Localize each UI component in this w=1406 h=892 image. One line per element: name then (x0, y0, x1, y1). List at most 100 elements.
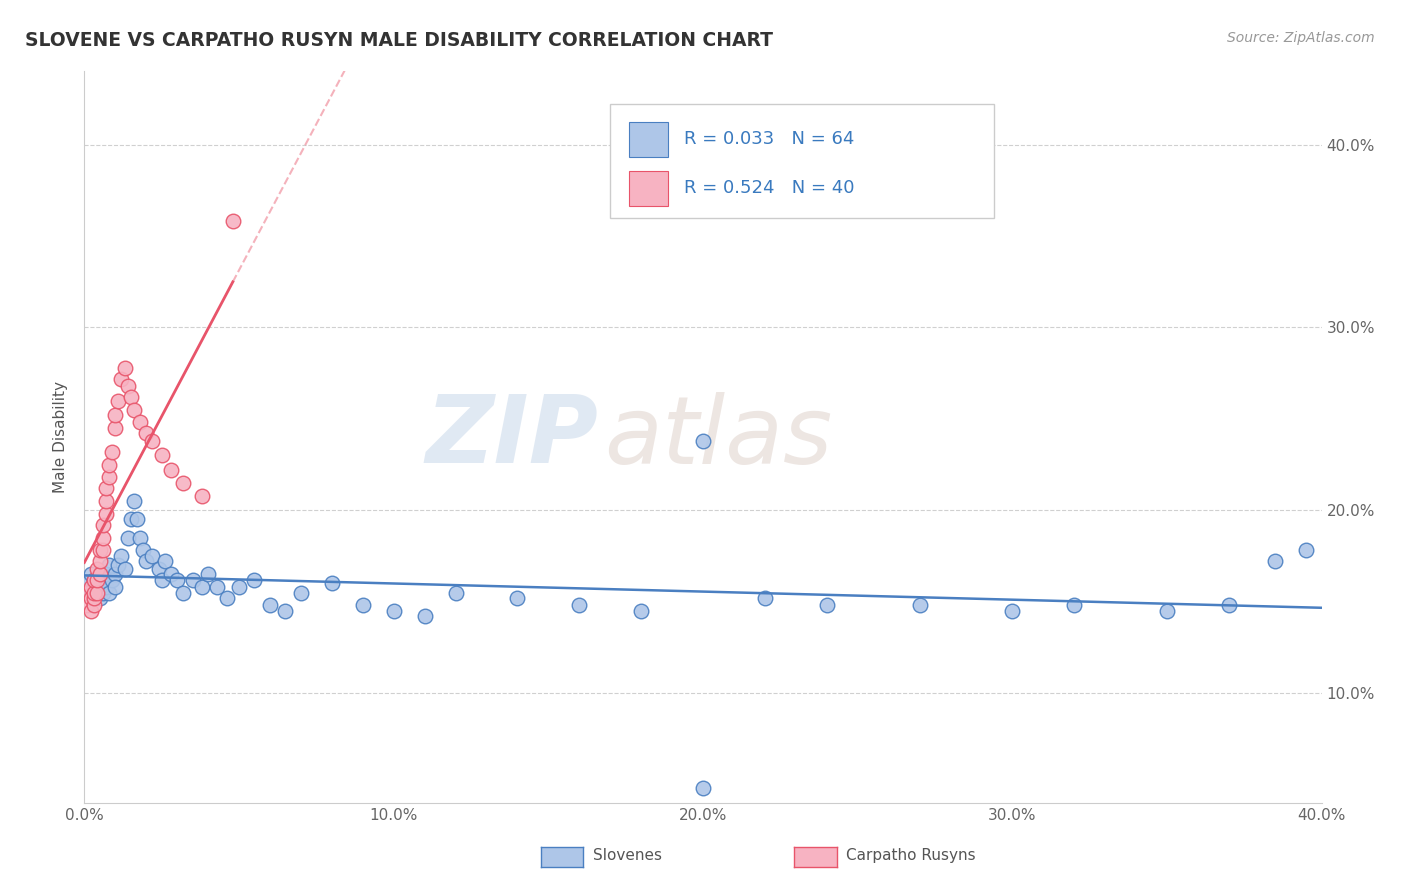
Point (79, 591, 101, 605)
Point (76, 585, 98, 599)
Point (125, 512, 148, 526)
Point (160, 463, 183, 477)
Point (120, 512, 142, 526)
Point (692, 434, 714, 448)
Point (94, 580, 117, 594)
Point (692, 781, 714, 796)
Point (141, 434, 163, 448)
Point (122, 402, 145, 417)
Text: ZIP: ZIP (425, 391, 598, 483)
Point (107, 558, 129, 573)
Point (117, 531, 139, 545)
Point (382, 604, 405, 618)
Point (83, 573, 105, 587)
Point (104, 408, 127, 422)
Point (76, 576, 98, 591)
Point (321, 576, 343, 591)
Text: Carpatho Rusyns: Carpatho Rusyns (846, 848, 976, 863)
Point (94, 494, 117, 508)
Point (215, 591, 238, 605)
Point (129, 531, 152, 545)
Text: Slovenes: Slovenes (593, 848, 662, 863)
Text: R = 0.033   N = 64: R = 0.033 N = 64 (685, 130, 855, 148)
Point (83, 599, 105, 613)
Point (506, 591, 529, 605)
Point (444, 585, 467, 599)
Point (274, 604, 297, 618)
Point (101, 444, 124, 458)
Point (1063, 599, 1085, 613)
Point (207, 580, 229, 594)
Point (754, 591, 776, 605)
Point (1218, 599, 1240, 613)
Point (83, 573, 105, 587)
Point (79, 585, 101, 599)
Text: Source: ZipAtlas.com: Source: ZipAtlas.com (1227, 31, 1375, 45)
Point (89, 591, 111, 605)
Point (86, 585, 108, 599)
Point (129, 416, 152, 430)
Point (122, 494, 145, 508)
Point (104, 580, 127, 594)
Point (153, 554, 176, 568)
Point (1264, 554, 1286, 568)
Point (908, 599, 931, 613)
Point (815, 599, 838, 613)
Point (150, 573, 173, 587)
Point (166, 573, 188, 587)
Point (86, 585, 108, 599)
Point (172, 475, 194, 490)
Point (104, 567, 127, 582)
Point (86, 573, 108, 587)
Point (181, 573, 204, 587)
Point (150, 448, 173, 462)
Point (83, 580, 105, 594)
Point (141, 549, 163, 563)
Point (1001, 604, 1024, 618)
Point (1156, 604, 1178, 618)
Point (110, 371, 132, 385)
Point (91, 585, 114, 599)
Point (89, 543, 111, 558)
Point (79, 580, 101, 594)
Bar (628, 122, 668, 157)
Point (91, 531, 114, 545)
Point (290, 585, 312, 599)
Point (132, 543, 155, 558)
Point (83, 591, 105, 605)
Point (94, 481, 117, 495)
Point (114, 562, 136, 576)
Point (94, 507, 117, 521)
Point (83, 585, 105, 599)
Point (191, 580, 214, 594)
FancyBboxPatch shape (610, 104, 994, 218)
Point (259, 599, 281, 613)
Point (135, 554, 157, 568)
Point (197, 567, 219, 582)
Point (110, 549, 132, 563)
Point (91, 517, 114, 532)
Point (89, 580, 111, 594)
Point (243, 573, 266, 587)
Point (98, 470, 121, 484)
Point (120, 390, 142, 404)
Point (1295, 543, 1317, 558)
Point (98, 558, 121, 573)
Point (222, 214, 245, 228)
Point (117, 379, 139, 393)
Point (160, 567, 183, 582)
Point (630, 604, 652, 618)
Point (94, 567, 117, 582)
Point (98, 458, 121, 472)
Text: atlas: atlas (605, 392, 832, 483)
Text: SLOVENE VS CARPATHO RUSYN MALE DISABILITY CORRELATION CHART: SLOVENE VS CARPATHO RUSYN MALE DISABILIT… (25, 31, 773, 50)
Point (79, 604, 101, 618)
Point (352, 599, 374, 613)
Point (89, 567, 111, 582)
Bar (628, 171, 668, 206)
Point (172, 585, 194, 599)
Point (135, 426, 157, 441)
Point (104, 421, 127, 435)
Point (91, 573, 114, 587)
Point (79, 567, 101, 582)
